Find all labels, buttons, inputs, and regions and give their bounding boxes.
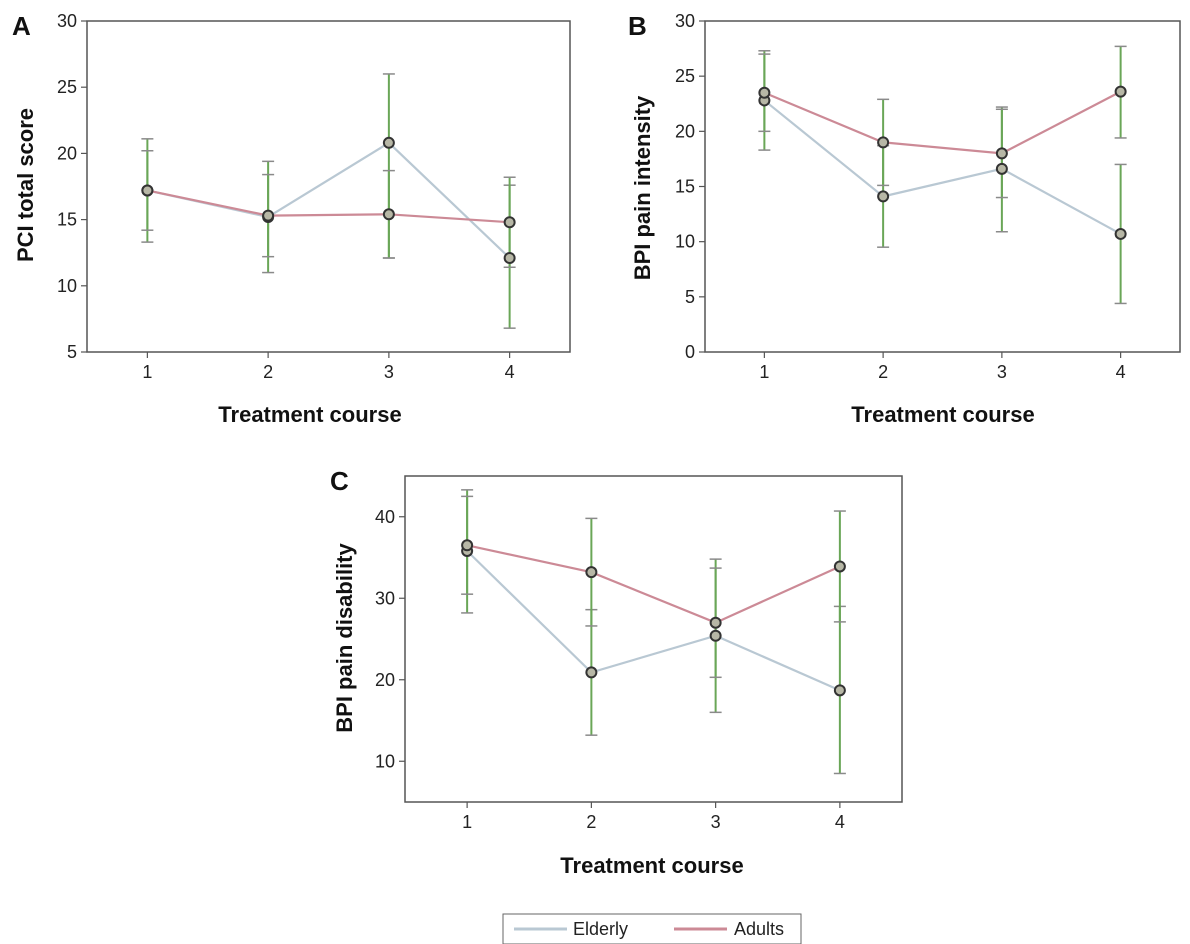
plot-area-b: 0 5 10 15 20 25 30 1 2 3 4 (675, 11, 1181, 382)
series-line-adults (763, 90, 1122, 155)
x-tick-label: 1 (759, 362, 769, 382)
x-tick-label: 4 (835, 812, 845, 832)
data-point-adults (877, 136, 890, 149)
y-tick-label: 40 (375, 507, 395, 527)
y-tick-label: 10 (375, 751, 395, 771)
y-tick-label: 20 (675, 121, 695, 141)
data-point-elderly (1114, 227, 1127, 240)
x-tick-label: 3 (384, 362, 394, 382)
data-point-adults (262, 209, 275, 222)
y-tick-label: 15 (57, 210, 77, 230)
y-tick-label: 5 (685, 287, 695, 307)
x-tick-label: 3 (997, 362, 1007, 382)
series-line-elderly (147, 141, 511, 259)
plot-frame (704, 20, 1181, 353)
y-tick-label: 15 (675, 177, 695, 197)
data-point-elderly (995, 162, 1008, 175)
legend-label-adults: Adults (734, 919, 784, 939)
y-tick-label: 30 (375, 588, 395, 608)
series-line-adults (147, 189, 510, 224)
data-point-adults (503, 216, 516, 229)
data-point-elderly (585, 666, 598, 679)
y-axis-title-c: BPI pain disability (332, 542, 357, 732)
x-tick-label: 1 (142, 362, 152, 382)
data-point-adults (461, 539, 474, 552)
series-line-elderly (466, 550, 841, 692)
data-point-elderly (833, 684, 846, 697)
data-point-adults (995, 147, 1008, 160)
y-tick-label: 30 (57, 11, 77, 31)
data-point-elderly (877, 190, 890, 203)
y-tick-label: 20 (57, 143, 77, 163)
y-tick-label: 25 (675, 66, 695, 86)
x-axis-title-a: Treatment course (218, 402, 401, 427)
y-tick-label: 25 (57, 77, 77, 97)
panel-c: C 10 20 30 40 1 2 3 4 Treatment course BPI pain… (330, 466, 903, 878)
plot-frame (404, 475, 903, 803)
data-point-adults (141, 184, 154, 197)
x-tick-label: 4 (1116, 362, 1126, 382)
series-line-elderly (763, 99, 1122, 235)
y-tick-label: 20 (375, 670, 395, 690)
panel-b: B 0 5 10 15 20 25 30 1 2 3 4 Treatment course BPI … (628, 11, 1181, 427)
y-tick-label: 5 (67, 342, 77, 362)
x-tick-label: 2 (586, 812, 596, 832)
y-tick-label: 0 (685, 342, 695, 362)
x-axis-title-b: Treatment course (851, 402, 1034, 427)
x-tick-label: 2 (263, 362, 273, 382)
x-tick-label: 4 (505, 362, 515, 382)
plot-area-c: 10 20 30 40 1 2 3 4 (375, 475, 903, 832)
legend: Elderly Adults (502, 913, 802, 944)
legend-label-elderly: Elderly (573, 919, 628, 939)
panel-label-a: A (12, 11, 31, 41)
y-tick-label: 10 (57, 276, 77, 296)
y-axis-title-a: PCI total score (13, 108, 38, 262)
y-tick-label: 30 (675, 11, 695, 31)
legend-box (502, 913, 802, 944)
y-tick-label: 10 (675, 232, 695, 252)
x-axis-title-c: Treatment course (560, 853, 743, 878)
data-point-elderly (709, 629, 722, 642)
x-tick-label: 1 (462, 812, 472, 832)
data-point-adults (709, 616, 722, 629)
data-point-adults (585, 566, 598, 579)
y-axis-title-b: BPI pain intensity (630, 95, 655, 280)
x-tick-label: 2 (878, 362, 888, 382)
data-point-elderly (503, 251, 516, 264)
x-tick-label: 3 (711, 812, 721, 832)
data-point-adults (382, 208, 395, 221)
data-point-adults (758, 86, 771, 99)
series-line-adults (466, 544, 841, 624)
data-point-elderly (382, 136, 395, 149)
data-point-adults (833, 560, 846, 573)
panel-a: A 5 10 15 20 25 30 1 2 3 4 Treatment course PCI t… (12, 11, 571, 427)
panel-label-b: B (628, 11, 647, 41)
plot-frame (86, 20, 571, 353)
panel-label-c: C (330, 466, 349, 496)
plot-area-a: 5 10 15 20 25 30 1 2 3 4 (57, 11, 571, 382)
data-point-adults (1114, 85, 1127, 98)
